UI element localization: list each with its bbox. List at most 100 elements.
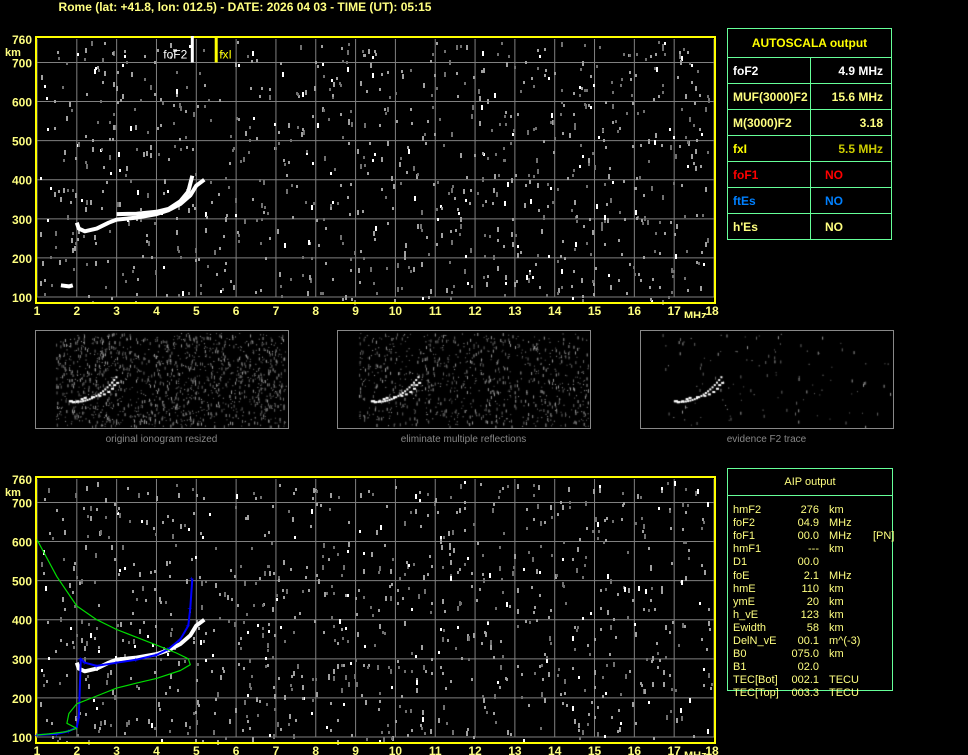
y-axis-label: km xyxy=(5,487,21,499)
noise-dot xyxy=(110,670,112,675)
noise-dot xyxy=(193,512,195,515)
noise-dot xyxy=(132,590,134,593)
noise-dot xyxy=(619,727,621,732)
noise-dot xyxy=(379,700,381,703)
noise-dot xyxy=(560,693,562,696)
noise-dot xyxy=(316,219,318,222)
fitted-point-marker: + xyxy=(177,635,182,644)
noise-dot xyxy=(228,620,230,623)
noise-dot xyxy=(611,716,613,719)
noise-dot xyxy=(255,582,257,585)
noise-dot xyxy=(390,669,392,674)
noise-dot xyxy=(399,577,401,580)
noise-dot xyxy=(585,104,587,109)
noise-dot xyxy=(503,159,505,162)
noise-dot xyxy=(95,242,97,245)
noise-dot xyxy=(510,733,512,736)
noise-dot xyxy=(171,628,173,631)
noise-dot xyxy=(308,240,310,245)
thumbnail-evidence-f2 xyxy=(640,330,894,429)
noise-dot xyxy=(698,262,700,265)
noise-dot xyxy=(213,730,215,735)
noise-dot xyxy=(79,580,81,583)
noise-dot xyxy=(225,737,227,740)
x-tick-label: 5 xyxy=(193,304,200,318)
noise-dot xyxy=(302,590,304,593)
noise-dot xyxy=(117,202,119,207)
noise-dot xyxy=(128,641,130,644)
noise-dot xyxy=(66,674,68,677)
noise-dot xyxy=(416,688,418,693)
noise-dot xyxy=(192,148,194,151)
noise-dot xyxy=(118,152,120,157)
noise-dot xyxy=(483,68,485,73)
noise-dot xyxy=(569,133,571,138)
noise-dot xyxy=(437,181,439,184)
noise-dot xyxy=(130,180,132,183)
noise-dot xyxy=(128,221,130,226)
noise-dot xyxy=(650,568,652,571)
noise-dot xyxy=(593,283,595,286)
noise-dot xyxy=(596,65,598,68)
noise-dot xyxy=(274,123,276,126)
noise-dot xyxy=(619,127,621,130)
noise-dot xyxy=(437,218,439,221)
noise-dot xyxy=(94,235,96,240)
x-tick-label: 3 xyxy=(113,744,120,755)
noise-dot xyxy=(324,592,326,597)
noise-dot xyxy=(609,167,611,170)
aip-row: TEC[Bot] 002.1 TECU xyxy=(733,674,898,687)
noise-dot xyxy=(397,263,399,268)
noise-dot xyxy=(379,624,381,629)
noise-dot xyxy=(350,662,352,665)
noise-dot xyxy=(536,619,538,622)
noise-dot xyxy=(160,98,162,101)
noise-dot xyxy=(697,70,699,73)
noise-dot xyxy=(445,687,447,690)
noise-dot xyxy=(71,238,73,243)
noise-dot xyxy=(268,565,270,568)
noise-dot xyxy=(525,61,527,64)
x-tick-label: 2 xyxy=(73,304,80,318)
noise-dot xyxy=(119,202,121,207)
x-tick-label: 16 xyxy=(628,744,642,755)
noise-dot xyxy=(416,174,418,179)
aip-param-name: B1 xyxy=(733,661,747,674)
noise-dot xyxy=(443,705,445,710)
noise-dot xyxy=(154,61,156,64)
noise-dot xyxy=(705,187,707,192)
noise-dot xyxy=(50,187,52,190)
noise-dot xyxy=(69,102,71,107)
noise-dot xyxy=(127,487,129,490)
noise-dot xyxy=(154,727,156,730)
noise-dot xyxy=(87,515,89,518)
noise-dot xyxy=(446,722,448,725)
noise-dot xyxy=(657,652,659,655)
noise-dot xyxy=(503,245,505,248)
noise-dot xyxy=(43,674,45,677)
noise-dot xyxy=(209,513,211,516)
noise-dot xyxy=(280,728,282,731)
noise-dot xyxy=(420,525,422,528)
noise-dot xyxy=(564,692,566,695)
noise-dot xyxy=(197,700,199,705)
noise-dot xyxy=(421,262,423,267)
noise-dot xyxy=(62,86,64,89)
noise-dot xyxy=(115,125,117,130)
noise-dot xyxy=(386,505,388,508)
noise-dot xyxy=(97,121,99,124)
noise-dot xyxy=(49,532,51,535)
noise-dot xyxy=(685,511,687,514)
noise-dot xyxy=(142,255,144,258)
noise-dot xyxy=(702,518,704,521)
noise-dot xyxy=(345,627,347,630)
noise-dot xyxy=(78,142,80,147)
aip-param-value: 00.0 xyxy=(797,556,819,569)
noise-dot xyxy=(116,510,118,513)
y-tick-label: 100 xyxy=(12,731,32,745)
noise-dot xyxy=(545,69,547,72)
aip-param-unit: km xyxy=(829,608,844,621)
noise-dot xyxy=(203,497,205,500)
noise-dot xyxy=(341,574,343,577)
noise-dot xyxy=(682,528,684,531)
